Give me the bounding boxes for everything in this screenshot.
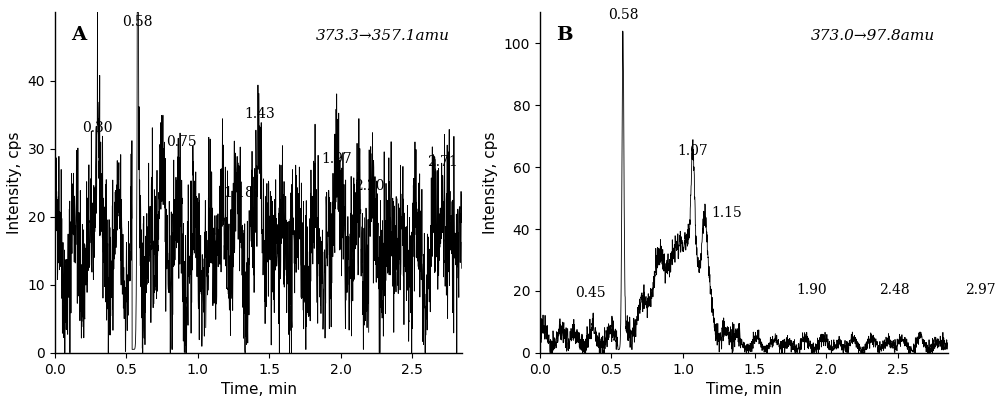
Text: B: B bbox=[556, 26, 573, 44]
Text: A: A bbox=[71, 26, 86, 44]
Text: 1.97: 1.97 bbox=[321, 152, 352, 166]
Text: 2.71: 2.71 bbox=[427, 155, 458, 169]
Text: 1.90: 1.90 bbox=[796, 283, 827, 297]
Text: 0.58: 0.58 bbox=[608, 8, 638, 22]
Text: 2.97: 2.97 bbox=[965, 283, 995, 297]
X-axis label: Time, min: Time, min bbox=[221, 382, 297, 397]
Text: 0.75: 0.75 bbox=[166, 135, 197, 149]
Y-axis label: Intensity, cps: Intensity, cps bbox=[483, 131, 498, 234]
Text: 1.43: 1.43 bbox=[244, 107, 275, 121]
Text: 0.58: 0.58 bbox=[123, 15, 153, 29]
Text: 1.15: 1.15 bbox=[712, 206, 742, 220]
X-axis label: Time, min: Time, min bbox=[706, 382, 782, 397]
Y-axis label: Intensity, cps: Intensity, cps bbox=[7, 131, 22, 234]
Text: 373.0→97.8amu: 373.0→97.8amu bbox=[811, 29, 935, 44]
Text: 1.07: 1.07 bbox=[678, 144, 708, 158]
Text: 0.30: 0.30 bbox=[83, 121, 113, 135]
Text: 2.48: 2.48 bbox=[879, 283, 910, 297]
Text: 1.18: 1.18 bbox=[224, 185, 254, 200]
Text: 0.45: 0.45 bbox=[575, 286, 605, 300]
Text: 2.20: 2.20 bbox=[354, 179, 385, 193]
Text: 373.3→357.1amu: 373.3→357.1amu bbox=[316, 29, 450, 44]
